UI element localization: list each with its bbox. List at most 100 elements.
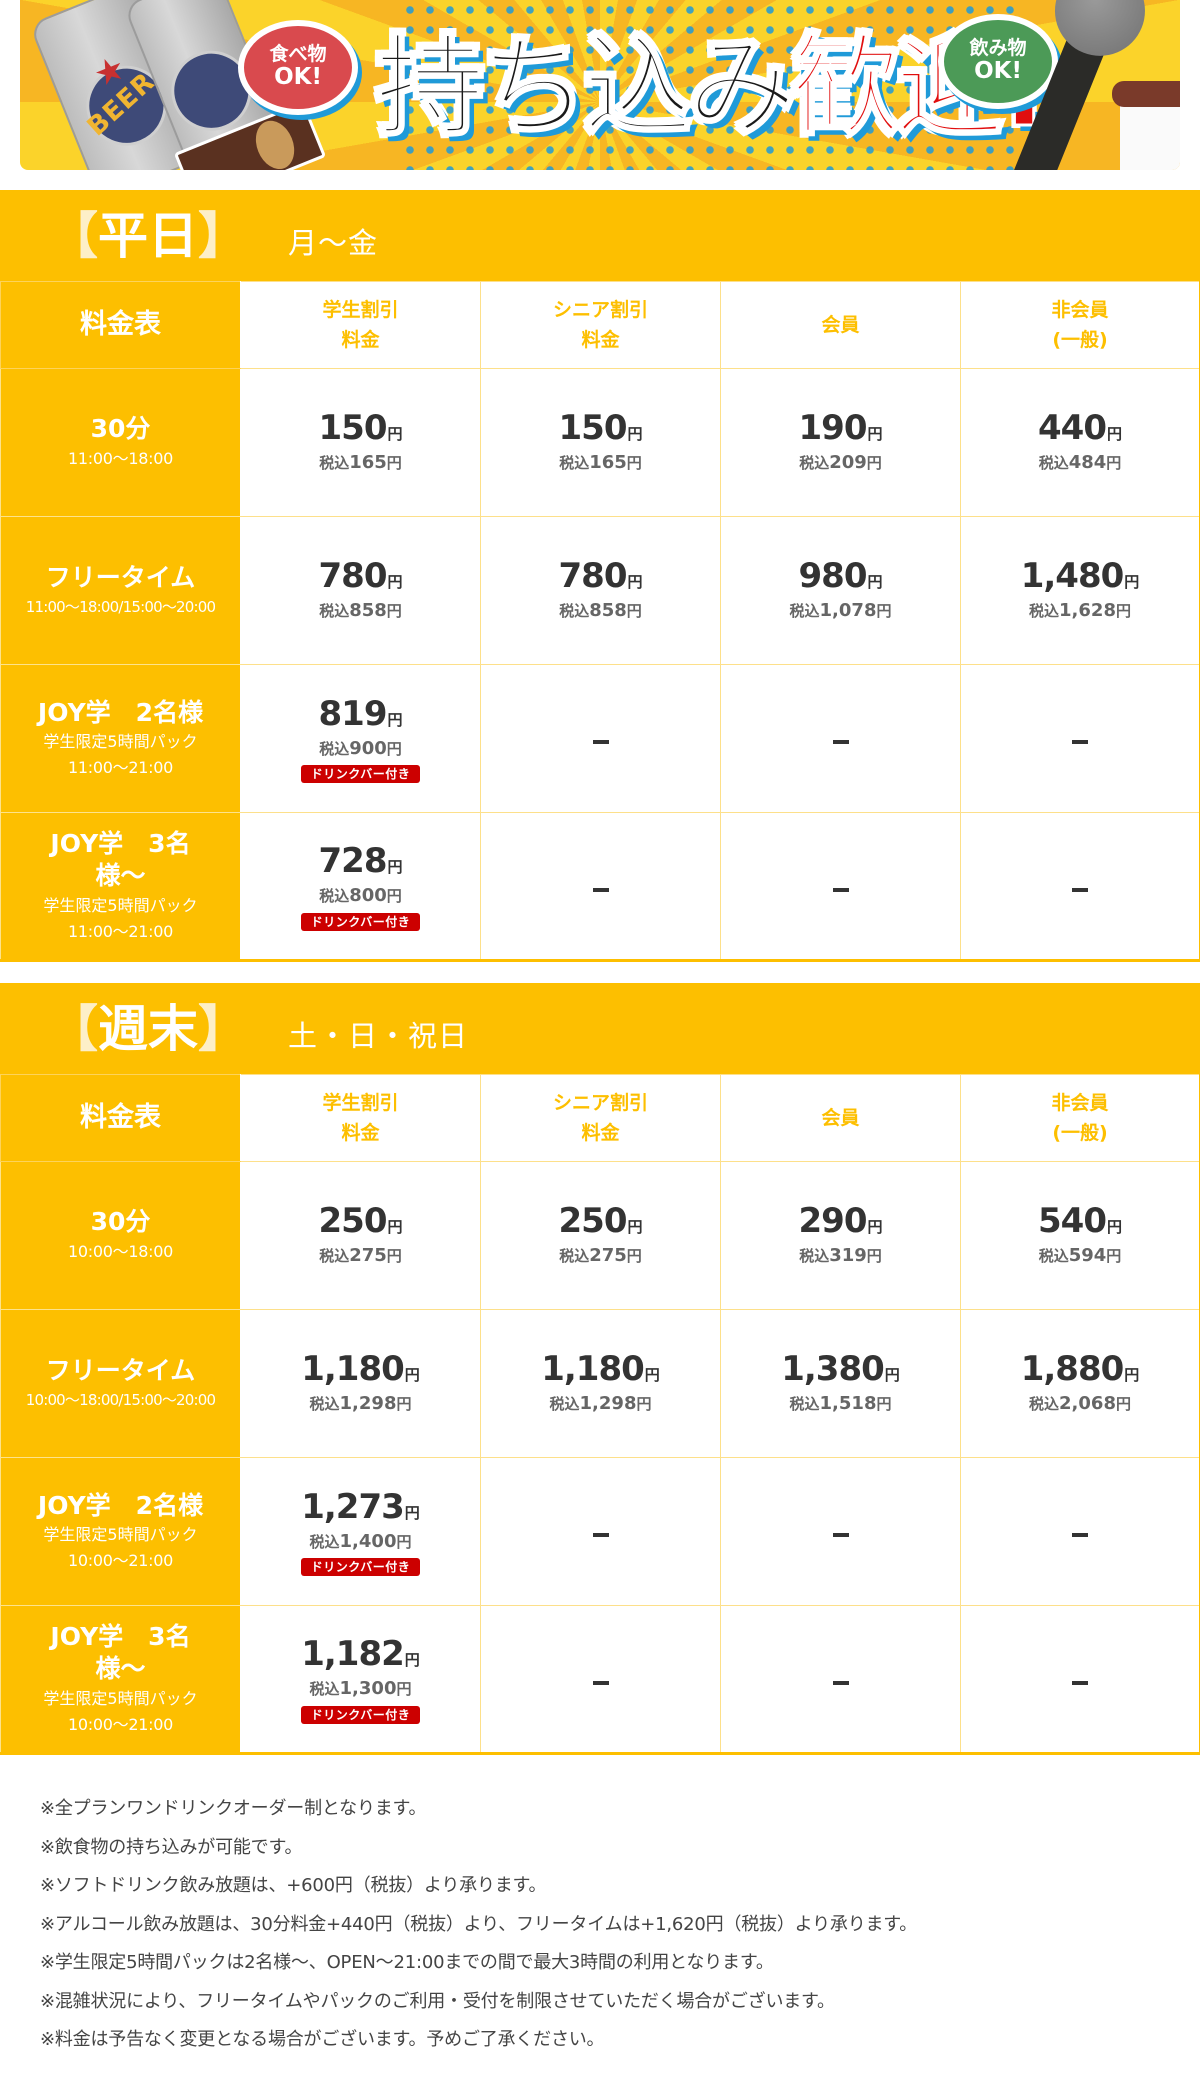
halftone-dots (400, 0, 1020, 170)
column-header-senior: シニア割引 料金 (480, 1074, 721, 1162)
plan-cell: JOY学 3名様〜 学生限定5時間パック 10:00〜21:00 (0, 1605, 241, 1754)
price-cell: 728円 税込800円 ドリンクバー付き (240, 812, 481, 961)
table-header-row: 料金表 学生割引 料金 シニア割引 料金 会員 非会員 (一般) (0, 281, 1200, 369)
column-header-nonmember: 非会員 (一般) (960, 1074, 1200, 1162)
drink-ok-bubble: 飲み物 OK! (938, 14, 1058, 109)
price-cell-empty (720, 664, 961, 813)
column-header-nonmember: 非会員 (一般) (960, 281, 1200, 369)
not-available-dash (1072, 740, 1088, 744)
not-available-dash (832, 740, 849, 744)
column-header-corner: 料金表 (0, 1074, 241, 1162)
column-header-member: 会員 (720, 281, 961, 369)
column-header-member: 会員 (720, 1074, 961, 1162)
not-available-dash (592, 1680, 609, 1685)
price-cell: 780円 税込858円 (480, 516, 721, 665)
footnotes-list: ※全プランワンドリンクオーダー制となります。 ※飲食物の持ち込みが可能です。 ※… (40, 1790, 1180, 2060)
not-available-dash (1072, 1680, 1088, 1685)
footnote: ※アルコール飲み放題は、30分料金+440円（税抜）より、フリータイムは+1,6… (40, 1913, 918, 1935)
section-title: 【週末】 土・日・祝日 (0, 983, 1200, 1074)
price-cell: 780円 税込858円 (240, 516, 481, 665)
price-cell-empty (720, 812, 961, 961)
price-cell-empty (960, 664, 1200, 813)
plan-cell: JOY学 2名様 学生限定5時間パック 11:00〜21:00 (0, 664, 241, 813)
table-row: 30分 10:00〜18:00 250円 税込275円 250円 税込275円 29… (0, 1161, 1200, 1310)
not-available-dash (1072, 1533, 1088, 1537)
price-cell: 1,880円 税込2,068円 (960, 1309, 1200, 1458)
footnote: ※飲食物の持ち込みが可能です。 (40, 1836, 303, 1858)
section-days: 土・日・祝日 (288, 1018, 469, 1053)
table-row: JOY学 2名様 学生限定5時間パック 10:00〜21:00 1,273円 税込… (0, 1457, 1200, 1606)
table-row: 30分 11:00〜18:00 150円 税込165円 150円 税込165円 19… (0, 368, 1200, 517)
price-table: 料金表 学生割引 料金 シニア割引 料金 会員 非会員 (一般) 30分 11:00〜… (0, 281, 1200, 962)
not-available-dash (592, 740, 609, 744)
drink-bar-badge: ドリンクバー付き (300, 1705, 421, 1724)
price-cell-empty (960, 1605, 1200, 1754)
column-header-student: 学生割引 料金 (240, 281, 481, 369)
column-header-student: 学生割引 料金 (240, 1074, 481, 1162)
not-available-dash (832, 1533, 849, 1537)
not-available-dash (592, 887, 609, 892)
table-row: JOY学 3名様〜 学生限定5時間パック 11:00〜21:00 728円 税込8… (0, 812, 1200, 961)
promo-banner: ★ BEER 食べ物 OK! 持ち込み 歓迎! 飲み物 OK! (20, 0, 1180, 170)
plan-cell: 30分 10:00〜18:00 (0, 1161, 241, 1310)
table-row: JOY学 3名様〜 学生限定5時間パック 10:00〜21:00 1,182円税… (0, 1605, 1200, 1754)
footnote: ※混雑状況により、フリータイムやパックのご利用・受付を制限させていただく場合がご… (40, 1990, 835, 2012)
price-cell: 1,273円 税込1,400円 ドリンクバー付き (240, 1457, 481, 1606)
price-cell-empty (480, 1605, 721, 1754)
plan-cell: 30分 11:00〜18:00 (0, 368, 241, 517)
section-days: 月〜金 (288, 225, 379, 260)
drink-cup-icon (1112, 81, 1180, 170)
footnote: ※学生限定5時間パックは2名様〜、OPEN〜21:00までの間で最大3時間の利用… (40, 1952, 774, 1973)
price-cell: 290円 税込319円 (720, 1161, 961, 1310)
price-cell-empty (480, 1457, 721, 1606)
price-table: 料金表 学生割引 料金 シニア割引 料金 会員 非会員 (一般) 30分 10:00〜… (0, 1074, 1200, 1755)
drink-bar-badge: ドリンクバー付き (300, 912, 421, 931)
price-cell-empty (480, 812, 721, 961)
table-row: フリータイム 10:00〜18:00/15:00〜20:00 1,180円 税込1… (0, 1309, 1200, 1458)
not-available-dash (832, 887, 849, 892)
drink-bar-badge: ドリンクバー付き (300, 1558, 421, 1577)
table-row: フリータイム 11:00〜18:00/15:00〜20:00 780円 税込858… (0, 516, 1200, 665)
price-cell: 190円 税込209円 (720, 368, 961, 517)
section-title: 【平日】 月〜金 (0, 190, 1200, 281)
price-cell-empty (960, 812, 1200, 961)
price-cell-empty (960, 1457, 1200, 1606)
price-cell: 980円 税込1,078円 (720, 516, 961, 665)
footnote: ※料金は予告なく変更となる場合がございます。予めご了承ください。 (40, 2029, 605, 2050)
plan-cell: JOY学 2名様 学生限定5時間パック 10:00〜21:00 (0, 1457, 241, 1606)
price-cell: 250円 税込275円 (480, 1161, 721, 1310)
plan-cell: フリータイム 10:00〜18:00/15:00〜20:00 (0, 1309, 241, 1458)
not-available-dash (832, 1680, 849, 1685)
banner-headline: 持ち込み 歓迎! (374, 23, 1051, 151)
plan-cell: JOY学 3名様〜 学生限定5時間パック 11:00〜21:00 (0, 812, 241, 961)
column-header-senior: シニア割引 料金 (480, 281, 721, 369)
column-header-corner: 料金表 (0, 281, 241, 369)
price-cell: 1,480円 税込1,628円 (960, 516, 1200, 665)
section-title-text: 週末 (98, 999, 198, 1058)
section-title-text: 平日 (98, 206, 198, 265)
price-cell: 1,182円 税込1,300円 ドリンクバー付き (240, 1605, 481, 1754)
price-cell-empty (720, 1457, 961, 1606)
plan-cell: フリータイム 11:00〜18:00/15:00〜20:00 (0, 516, 241, 665)
price-cell: 440円 税込484円 (960, 368, 1200, 517)
table-row: JOY学 2名様 学生限定5時間パック 11:00〜21:00 819円 税込90… (0, 664, 1200, 813)
price-cell: 1,180円 税込1,298円 (480, 1309, 721, 1458)
price-cell: 1,380円 税込1,518円 (720, 1309, 961, 1458)
price-cell: 1,180円 税込1,298円 (240, 1309, 481, 1458)
not-available-dash (592, 1533, 609, 1537)
not-available-dash (1072, 887, 1088, 892)
price-cell: 819円 税込900円 ドリンクバー付き (240, 664, 481, 813)
table-header-row: 料金表 学生割引 料金 シニア割引 料金 会員 非会員 (一般) (0, 1074, 1200, 1162)
price-cell: 540円 税込594円 (960, 1161, 1200, 1310)
footnote: ※ソフトドリンク飲み放題は、+600円（税抜）より承ります。 (40, 1875, 547, 1896)
price-cell-empty (480, 664, 721, 813)
drink-bar-badge: ドリンクバー付き (300, 765, 421, 784)
price-cell: 250円 税込275円 (240, 1161, 481, 1310)
weekend-pricing-section: 【週末】 土・日・祝日 料金表 学生割引 料金 シニア割引 料金 会員 非会員 (一般… (0, 983, 1200, 1755)
weekday-pricing-section: 【平日】 月〜金 料金表 学生割引 料金 シニア割引 料金 会員 非会員 (一般) 3… (0, 190, 1200, 962)
price-cell: 150円 税込165円 (480, 368, 721, 517)
food-ok-bubble: 食べ物 OK! (238, 20, 358, 115)
price-cell: 150円 税込165円 (240, 368, 481, 517)
footnote: ※全プランワンドリンクオーダー制となります。 (40, 1798, 427, 1819)
price-cell-empty (720, 1605, 961, 1754)
